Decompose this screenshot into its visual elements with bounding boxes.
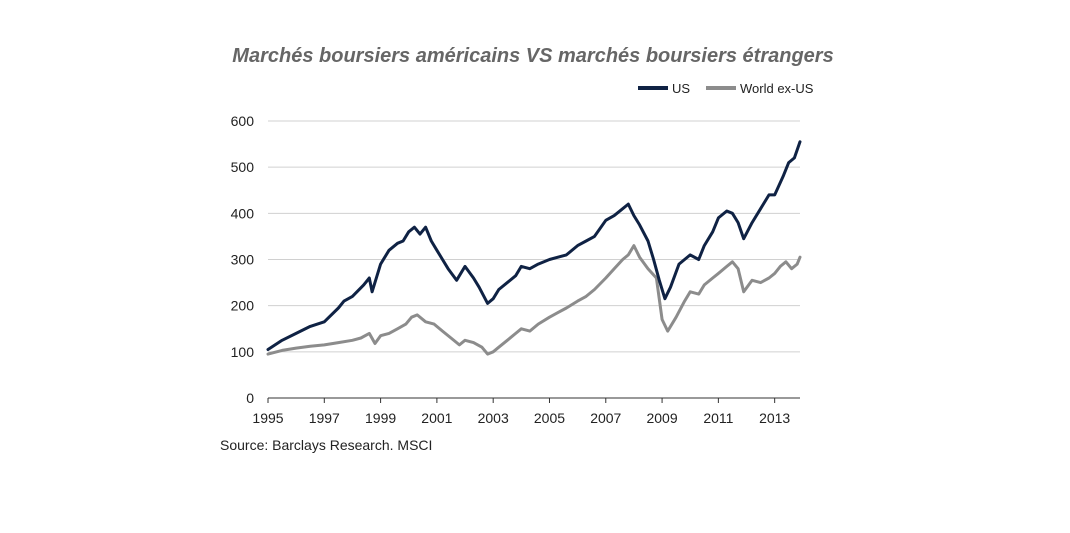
x-tick-label: 2013	[759, 410, 790, 426]
y-tick-label: 400	[231, 205, 255, 221]
series-line-us	[266, 140, 802, 351]
x-tick-label: 2009	[646, 410, 677, 426]
x-tick-label: 1997	[309, 410, 340, 426]
y-tick-label: 100	[231, 344, 255, 360]
legend-label-us: US	[672, 81, 690, 96]
y-tick-label: 300	[231, 252, 255, 268]
legend: US World ex-US	[638, 81, 814, 96]
series-line-world-ex-us	[266, 244, 802, 356]
y-tick-label: 200	[231, 298, 255, 314]
y-tick-label: 500	[231, 159, 255, 175]
x-axis-ticks: 1995 1997 1999 2001 2003 2005 2007 2009 2011 2013	[252, 398, 790, 426]
chart-title: Marchés boursiers américains VS marchés …	[232, 45, 833, 67]
gridlines	[268, 120, 800, 353]
y-tick-label: 0	[246, 390, 254, 406]
x-tick-label: 2005	[534, 410, 565, 426]
series-lines	[266, 140, 802, 356]
x-tick-label: 2003	[478, 410, 509, 426]
y-tick-label: 600	[231, 113, 255, 129]
y-axis-ticks: 0 100 200 300 400 500 600	[231, 113, 255, 406]
x-tick-label: 2011	[703, 410, 733, 426]
x-tick-label: 1995	[252, 410, 283, 426]
x-tick-label: 2007	[590, 410, 621, 426]
source-note: Source: Barclays Research. MSCI	[220, 437, 432, 453]
x-tick-label: 1999	[365, 410, 396, 426]
x-tick-label: 2001	[421, 410, 452, 426]
legend-label-world-ex-us: World ex-US	[740, 81, 814, 96]
